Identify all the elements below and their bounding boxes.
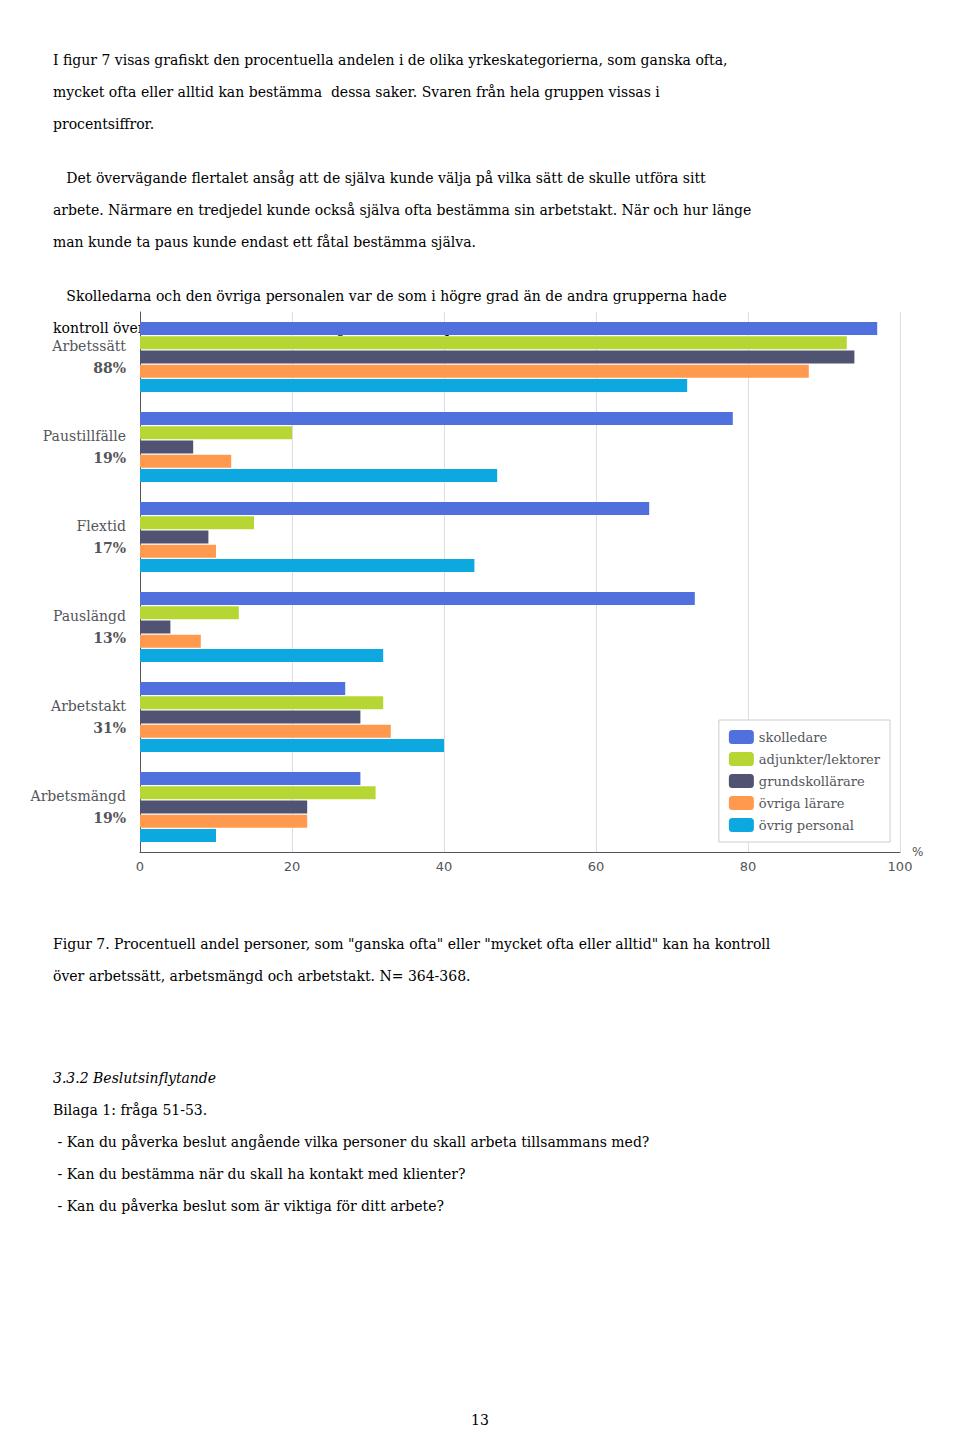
svg-text:40: 40 (436, 859, 453, 874)
html-text:man kunde ta paus kunde endast: man kunde ta paus kunde endast ett fåtal… (53, 234, 476, 250)
svg-text:13%: 13% (93, 630, 126, 646)
svg-text:19%: 19% (93, 810, 126, 826)
svg-text:skolledare: skolledare (759, 730, 828, 745)
html-text:- Kan du bestämma när du skall: - Kan du bestämma när du skall ha kontak… (53, 1166, 466, 1182)
svg-text:Paustillfälle: Paustillfälle (43, 428, 126, 444)
svg-text:grundskollärare: grundskollärare (759, 774, 865, 789)
svg-text:adjunkter/lektorer: adjunkter/lektorer (759, 752, 881, 767)
svg-text:%: % (912, 845, 923, 859)
svg-text:Flextid: Flextid (77, 518, 126, 534)
html-text:13: 13 (471, 1412, 489, 1428)
svg-text:20: 20 (284, 859, 301, 874)
html-text:över arbetssätt, arbetsmängd o: över arbetssätt, arbetsmängd och arbetst… (53, 968, 471, 984)
svg-text:88%: 88% (93, 360, 126, 376)
html-text:mycket ofta eller alltid kan b: mycket ofta eller alltid kan bestämma de… (53, 84, 660, 100)
svg-text:Arbetsmängd: Arbetsmängd (30, 788, 126, 804)
svg-text:17%: 17% (93, 540, 126, 556)
html-text:- Kan du påverka beslut angåen: - Kan du påverka beslut angående vilka p… (53, 1134, 650, 1150)
svg-text:100: 100 (888, 859, 913, 874)
html-text:kontroll över sin tid och när: kontroll över sin tid och när och hur lä… (53, 320, 483, 336)
html-text:Skolledarna och den övriga per: Skolledarna och den övriga personalen va… (53, 288, 727, 304)
html-text:3.3.2 Beslutsinflytande: 3.3.2 Beslutsinflytande (53, 1070, 217, 1086)
html-text:Bilaga 1: fråga 51-53.: Bilaga 1: fråga 51-53. (53, 1102, 208, 1118)
svg-text:övrig personal: övrig personal (759, 818, 854, 833)
svg-text:80: 80 (740, 859, 757, 874)
svg-text:övriga lärare: övriga lärare (759, 796, 845, 811)
html-text:arbete. Närmare en tredjedel k: arbete. Närmare en tredjedel kunde också… (53, 202, 752, 218)
svg-text:Arbetstakt: Arbetstakt (50, 698, 126, 714)
html-text:I figur 7 visas grafiskt den p: I figur 7 visas grafiskt den procentuell… (53, 52, 728, 68)
svg-text:0: 0 (136, 859, 144, 874)
html-text:Figur 7. Procentuell andel per: Figur 7. Procentuell andel personer, som… (53, 936, 771, 952)
svg-text:19%: 19% (93, 450, 126, 466)
svg-text:31%: 31% (93, 720, 126, 736)
svg-text:Pauslängd: Pauslängd (53, 608, 126, 624)
svg-text:Arbetssätt: Arbetssätt (51, 338, 126, 354)
html-text:- Kan du påverka beslut som är: - Kan du påverka beslut som är viktiga f… (53, 1198, 444, 1214)
html-text:Det övervägande flertalet anså: Det övervägande flertalet ansåg att de s… (53, 170, 706, 186)
html-text:procentsiffror.: procentsiffror. (53, 116, 155, 132)
svg-text:60: 60 (588, 859, 605, 874)
